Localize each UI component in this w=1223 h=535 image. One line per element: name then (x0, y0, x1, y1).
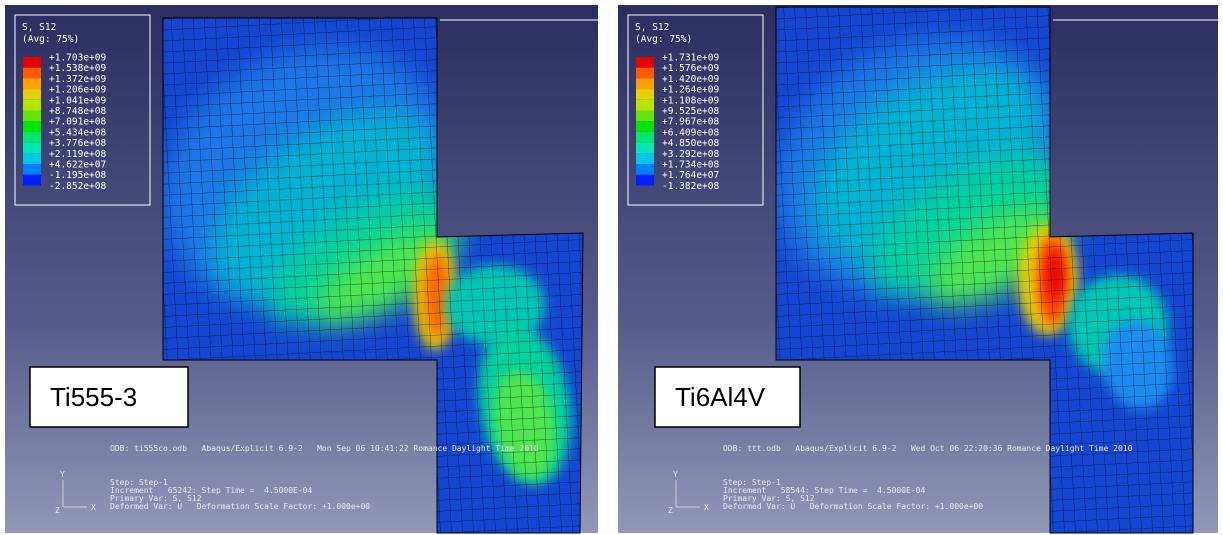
viewport-panel: S, S12(Avg: 75%) +1.703e+09+1.538e+09+1.3… (5, 5, 598, 534)
viewport-panel: S, S12(Avg: 75%) +1.731e+09+1.576e+09+1.4… (618, 5, 1218, 534)
axis-z-label: Z (55, 506, 60, 515)
legend-swatch (636, 89, 654, 100)
axis-triad (62, 480, 87, 508)
legend-swatch (23, 121, 41, 132)
legend-swatch (23, 110, 41, 122)
legend-label: +1.538e+09 (49, 63, 106, 74)
legend-swatch (23, 89, 41, 100)
legend-label: +7.091e+08 (49, 117, 106, 128)
legend-swatch (636, 142, 654, 154)
axis-y-label: Y (673, 470, 678, 479)
legend-label: +1.372e+09 (49, 74, 106, 85)
legend-label: +1.206e+09 (49, 85, 106, 96)
legend-label: +1.734e+08 (662, 160, 719, 171)
step-info: Primary Var: S, S12 (110, 494, 202, 503)
legend-swatch (636, 121, 654, 132)
legend-swatch (636, 57, 654, 68)
step-info: Primary Var: S, S12 (723, 494, 815, 503)
legend-subtitle: (Avg: 75%) (22, 34, 79, 45)
specimen-label: Ti555-3 (50, 382, 137, 412)
legend-swatch (23, 142, 41, 154)
step-info: Step: Step-1 (110, 478, 168, 487)
legend-label: +1.731e+09 (662, 53, 719, 64)
legend-swatch (636, 67, 654, 79)
legend-subtitle: (Avg: 75%) (635, 34, 692, 45)
legend-label: +6.409e+08 (662, 127, 719, 138)
legend-label: +3.292e+08 (662, 149, 719, 160)
legend-label: +1.764e+07 (662, 170, 719, 181)
legend-swatch (636, 153, 654, 164)
legend-label: +2.119e+08 (49, 149, 106, 160)
legend-label: -1.382e+08 (662, 181, 719, 192)
legend-swatch (23, 131, 41, 143)
axis-triad (675, 480, 700, 508)
step-info: Increment 58544: Step Time = 4.5000E-04 (723, 486, 925, 495)
legend-swatch (23, 57, 41, 68)
legend-box (627, 14, 764, 206)
axis-z-label: Z (668, 506, 673, 515)
legend-swatch (636, 131, 654, 143)
legend-swatch (23, 164, 41, 175)
specimen-label-box (29, 366, 189, 428)
legend-swatch (636, 99, 654, 111)
legend-label: +9.525e+08 (662, 106, 719, 117)
legend-label: +4.850e+08 (662, 138, 719, 149)
legend-label: +1.041e+09 (49, 95, 106, 106)
legend-label: -1.195e+08 (49, 170, 106, 181)
legend-label: +3.776e+08 (49, 138, 106, 149)
legend-label: +5.434e+08 (49, 127, 106, 138)
step-info: Increment 65242: Step Time = 4.5000E-04 (110, 486, 312, 495)
legend-label: +4.622e+07 (49, 160, 106, 171)
legend-swatch (636, 110, 654, 122)
step-info: Deformed Var: U Deformation Scale Factor… (110, 502, 370, 511)
legend-swatch (636, 174, 654, 186)
legend-swatch (23, 153, 41, 164)
legend-swatch (23, 78, 41, 90)
legend-title: S, S12 (22, 22, 56, 33)
legend-swatch (23, 99, 41, 111)
legend-box (14, 14, 151, 206)
legend-title: S, S12 (635, 22, 669, 33)
axis-y-label: Y (60, 470, 65, 479)
legend-label: +1.264e+09 (662, 85, 719, 96)
legend-label: +8.748e+08 (49, 106, 106, 117)
specimen-label: Ti6Al4V (675, 382, 766, 412)
legend-swatch (23, 174, 41, 186)
legend-label: -2.852e+08 (49, 181, 106, 192)
odb-info: ODB: ti555co.odb Abaqus/Explicit 6.9-2 M… (110, 444, 539, 453)
legend-label: +1.420e+09 (662, 74, 719, 85)
step-info: Step: Step-1 (723, 478, 781, 487)
legend-label: +1.576e+09 (662, 63, 719, 74)
legend-label: +7.967e+08 (662, 117, 719, 128)
step-info: Deformed Var: U Deformation Scale Factor… (723, 502, 983, 511)
axis-x-label: X (91, 503, 96, 512)
legend-swatch (23, 67, 41, 79)
legend-label: +1.703e+09 (49, 53, 106, 64)
axis-x-label: X (704, 503, 709, 512)
legend-swatch (636, 164, 654, 175)
mesh-outline (775, 6, 1194, 534)
legend-label: +1.108e+09 (662, 95, 719, 106)
specimen-label-box (654, 366, 801, 428)
legend-swatch (636, 78, 654, 90)
mesh-outline (162, 17, 584, 534)
odb-info: ODB: ttt.odb Abaqus/Explicit 6.9-2 Wed O… (723, 444, 1133, 453)
